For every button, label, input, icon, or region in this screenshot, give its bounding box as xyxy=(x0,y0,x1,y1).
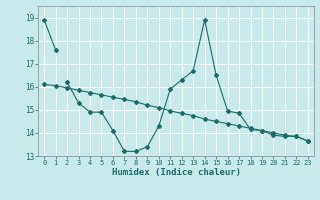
X-axis label: Humidex (Indice chaleur): Humidex (Indice chaleur) xyxy=(111,168,241,177)
